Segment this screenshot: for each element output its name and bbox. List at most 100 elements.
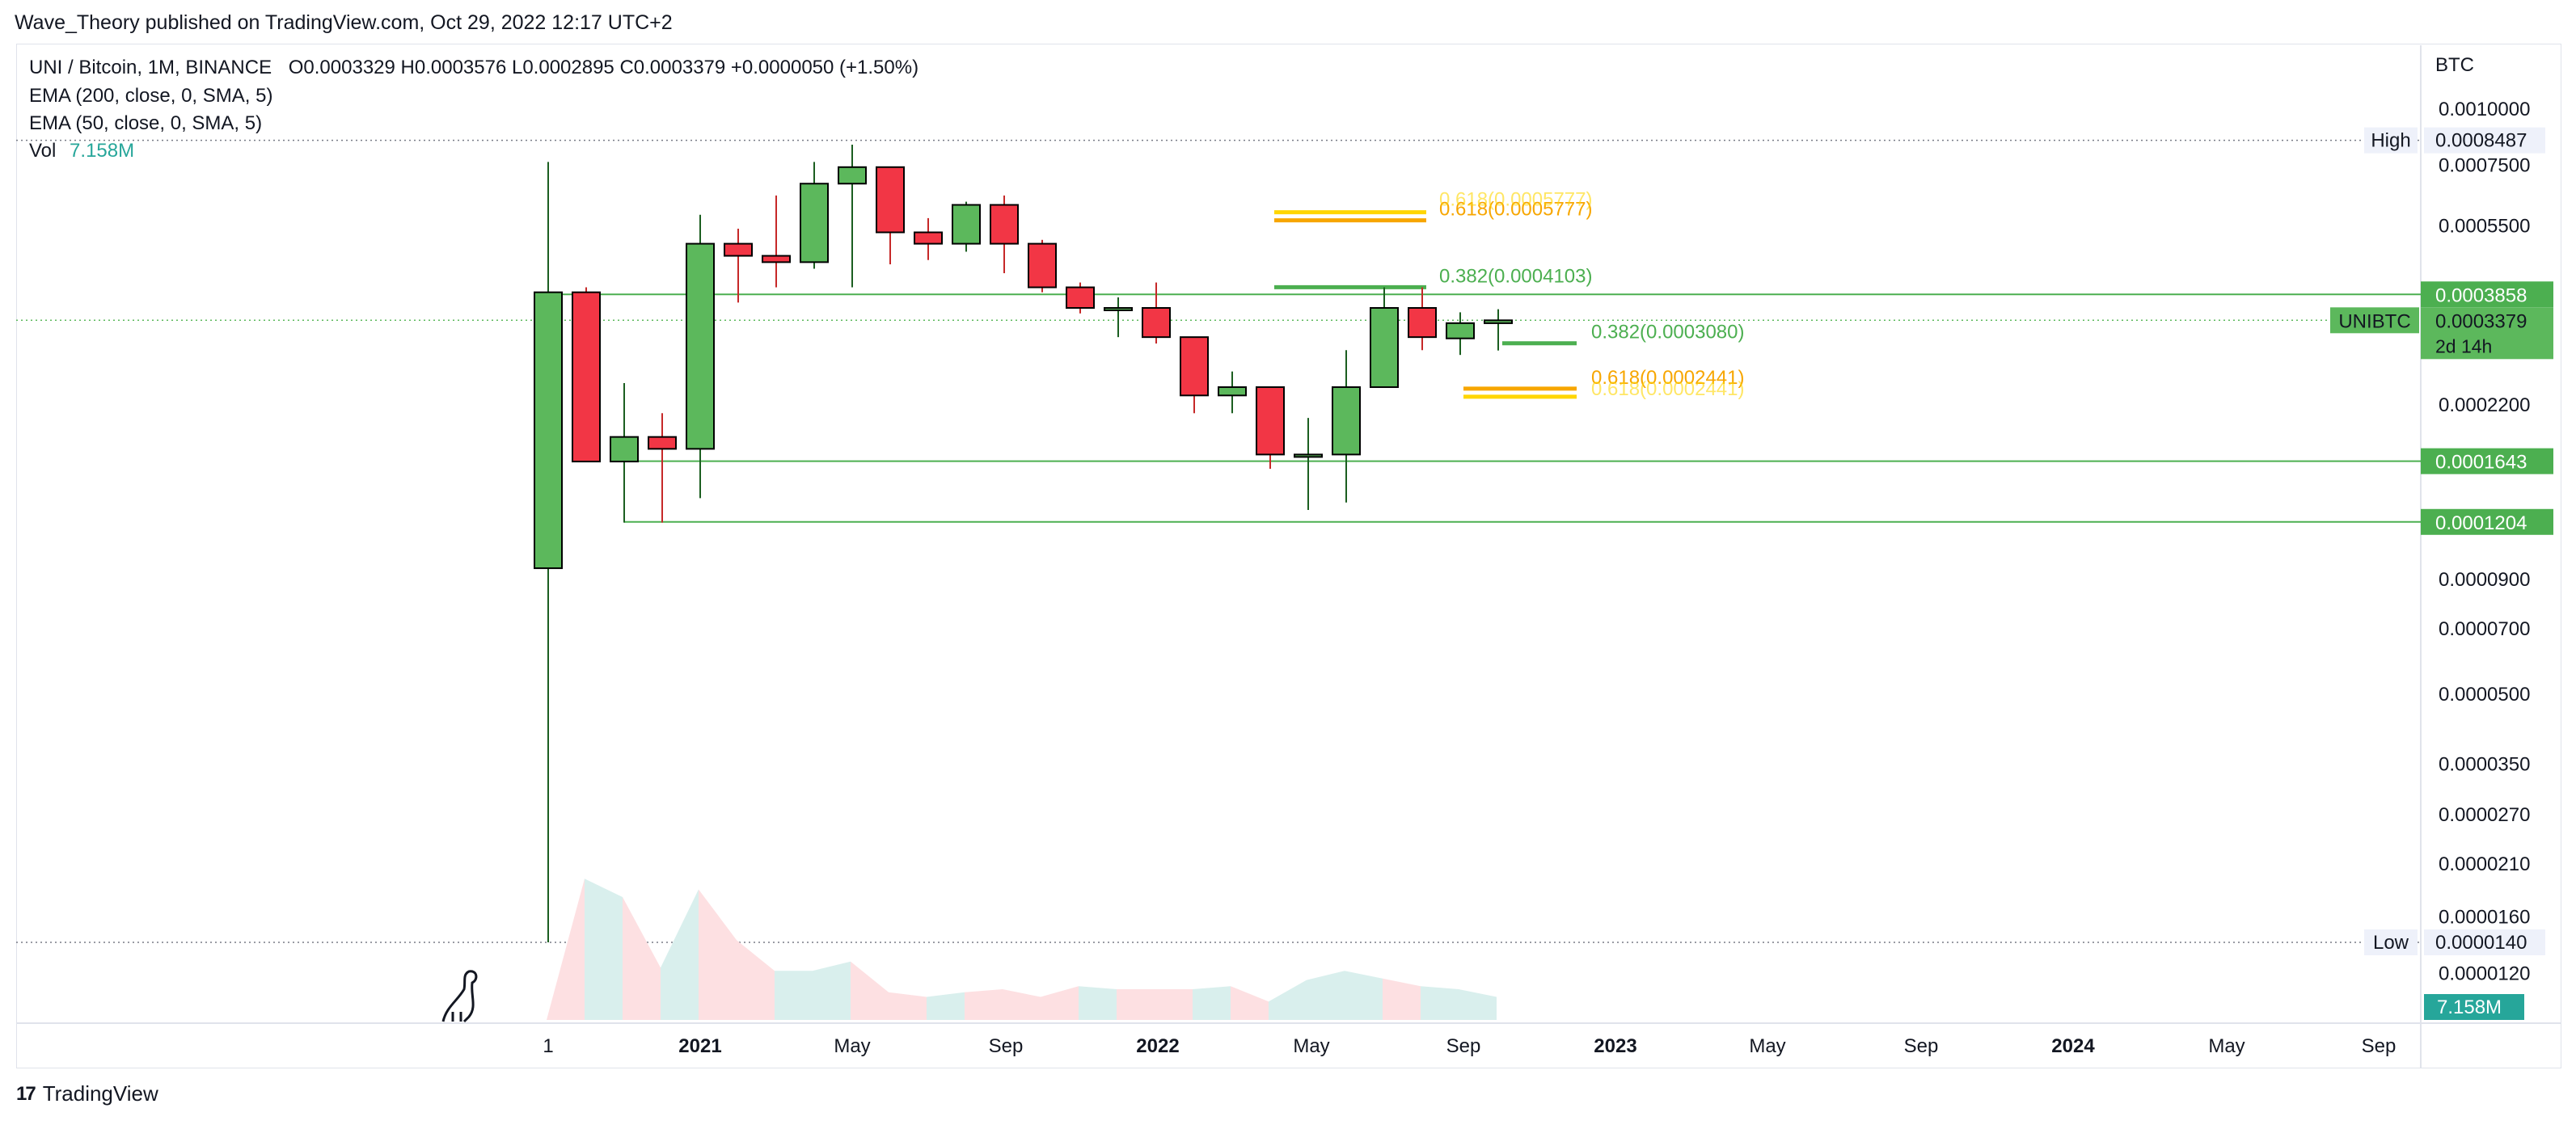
x-tick-label: May	[834, 1035, 870, 1057]
volume-area-segment	[1231, 986, 1269, 1020]
volume-area-segment	[547, 879, 585, 1020]
candle-down	[1028, 242, 1057, 289]
candle-down	[762, 255, 791, 263]
candle-down	[1180, 336, 1209, 397]
volume-price-box	[2424, 994, 2524, 1020]
legend-ema200[interactable]: EMA (200, close, 0, SMA, 5)	[29, 85, 273, 107]
volume-area-segment	[965, 989, 1003, 1020]
y-tick-label: 0.0002200	[2439, 394, 2530, 416]
level-price-box	[2421, 281, 2553, 308]
chart-frame	[16, 44, 2561, 1068]
x-tick-label: Sep	[989, 1035, 1024, 1057]
dinosaur-icon	[441, 970, 478, 1023]
candle-down	[648, 436, 677, 450]
low-price-box	[2424, 929, 2545, 955]
legend-symbol[interactable]: UNI / Bitcoin, 1M, BINANCE O0.0003329 H0…	[29, 57, 918, 79]
candle-up	[952, 204, 981, 245]
tradingview-logo-icon: 17	[16, 1082, 36, 1105]
volume-area-segment	[1345, 971, 1383, 1020]
volume-area-segment	[737, 940, 775, 1020]
y-tick-label: 0.0000160	[2439, 907, 2530, 929]
y-tick-label: 0.0000120	[2439, 963, 2530, 984]
fib-ghost-label: 0.618(0.0005777)	[1439, 189, 1593, 211]
candle-down	[1408, 306, 1437, 339]
y-tick-label: 0.0000350	[2439, 753, 2530, 775]
volume-area-segment	[889, 992, 927, 1020]
y-tick-label: 0.0000700	[2439, 618, 2530, 640]
candle-up	[610, 436, 639, 463]
level-price-label: 0.0001204	[2435, 512, 2527, 534]
symbol-tag: UNIBTC	[2338, 310, 2410, 332]
candle-down	[914, 231, 943, 245]
volume-area-segment	[623, 897, 661, 1020]
fib-label: 0.618(0.0002441)	[1591, 367, 1745, 389]
volume-area-segment	[1079, 986, 1117, 1020]
x-tick-label: May	[1749, 1035, 1785, 1057]
tradingview-brand: TradingView	[42, 1081, 158, 1106]
y-tick-label: 0.0010000	[2439, 99, 2530, 120]
candle-down	[1142, 306, 1171, 339]
level-price-box	[2421, 448, 2553, 474]
x-tick-label: Sep	[1904, 1035, 1939, 1057]
candle-up	[1370, 306, 1399, 389]
legend-vol-label: Vol	[29, 140, 57, 162]
legend-ohlc: O0.0003329 H0.0003576 L0.0002895 C0.0003…	[288, 57, 919, 78]
x-tick-label: 2021	[678, 1035, 721, 1057]
volume-area-segment	[927, 992, 965, 1020]
volume-area-segment	[1307, 971, 1345, 1020]
candle-up	[534, 291, 563, 570]
volume-area-segment	[1041, 986, 1079, 1020]
volume-area-segment	[661, 889, 699, 1020]
y-tick-label: 0.0005500	[2439, 216, 2530, 238]
volume-area-segment	[1193, 986, 1231, 1020]
bar-countdown: 2d 14h	[2435, 335, 2492, 356]
high-price-label: 0.0008487	[2435, 130, 2527, 152]
volume-area-segment	[813, 961, 851, 1020]
x-tick-label: Sep	[1446, 1035, 1481, 1057]
y-tick-label: 0.0000900	[2439, 569, 2530, 591]
x-tick-label: 2024	[2051, 1035, 2095, 1057]
volume-area-segment	[775, 971, 813, 1020]
candle-down	[572, 291, 601, 463]
axis-currency-label: BTC	[2435, 54, 2474, 76]
high-label-box	[2364, 127, 2418, 154]
symbol-tag-box	[2330, 307, 2419, 334]
candle-up	[1446, 322, 1475, 339]
candle-up	[1294, 453, 1323, 458]
volume-area-segment	[1421, 986, 1459, 1020]
volume-area-segment	[585, 879, 623, 1020]
y-tick-label: 0.0000210	[2439, 853, 2530, 875]
volume-area-segment	[1003, 989, 1041, 1020]
current-price-label: 0.0003379	[2435, 310, 2527, 332]
volume-area-segment	[699, 889, 737, 1020]
volume-area-segment	[851, 961, 889, 1020]
high-price-box	[2424, 127, 2545, 154]
candle-down	[990, 204, 1019, 245]
legend-ema50[interactable]: EMA (50, close, 0, SMA, 5)	[29, 112, 263, 134]
level-price-label: 0.0001643	[2435, 452, 2527, 474]
low-label: Low	[2373, 932, 2409, 954]
candlestick-chart[interactable]: BTC 0.0010000 0.0007500 0.0005500 0.0002200 0…	[0, 0, 2576, 1075]
x-tick-label: 1	[543, 1035, 553, 1057]
x-tick-label: Sep	[2362, 1035, 2397, 1057]
volume-area-segment	[1269, 980, 1307, 1020]
x-tick-label: 2022	[1136, 1035, 1179, 1057]
legend-volume[interactable]: Vol 7.158M	[29, 140, 134, 162]
legend-vol-value: 7.158M	[70, 140, 135, 162]
volume-price-label: 7.158M	[2437, 996, 2502, 1018]
level-price-label: 0.0003858	[2435, 284, 2527, 306]
candle-down	[876, 166, 905, 234]
tradingview-footer[interactable]: 17 TradingView	[16, 1081, 158, 1106]
y-tick-label: 0.0007500	[2439, 155, 2530, 177]
current-price-box	[2421, 307, 2553, 360]
candle-up	[1104, 306, 1133, 311]
fib-label: 0.382(0.0004103)	[1439, 265, 1593, 287]
volume-area-segment	[1459, 989, 1497, 1020]
candle-down	[724, 242, 753, 257]
x-tick-label: May	[1293, 1035, 1329, 1057]
candle-up	[800, 183, 829, 263]
x-tick-label: 2023	[1594, 1035, 1636, 1057]
published-header: Wave_Theory published on TradingView.com…	[15, 11, 673, 34]
x-tick-label: May	[2208, 1035, 2244, 1057]
level-price-box	[2421, 508, 2553, 535]
